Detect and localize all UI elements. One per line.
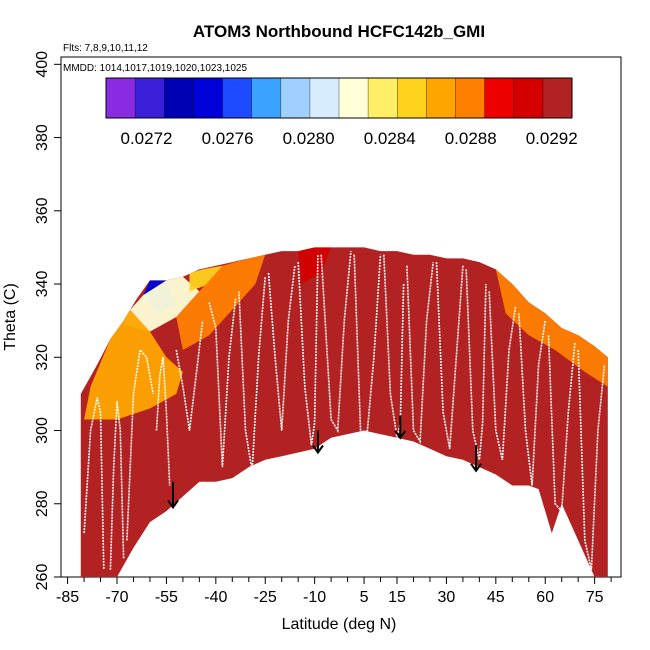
colorbar-swatch: [368, 78, 398, 118]
y-tick-label: 340: [34, 271, 51, 298]
y-tick-label: 260: [34, 564, 51, 591]
flight-track: [465, 269, 487, 460]
colorbar-swatch: [135, 78, 165, 118]
arrow-head: [394, 430, 407, 440]
flight-track: [155, 357, 171, 486]
dates-label: MMDD: 1014,1017,1019,1020,1023,1025: [63, 63, 247, 74]
x-tick-label: 15: [388, 589, 406, 606]
y-tick-label: 280: [34, 490, 51, 517]
colorbar-swatch: [426, 78, 456, 118]
x-tick-label: -40: [204, 589, 227, 606]
y-tick-label: 360: [34, 197, 51, 224]
color-zone: [176, 254, 266, 350]
colorbar-tick-labels: 0.0272 0.0276 0.0280 0.0284 0.0288 0.0292: [121, 129, 578, 148]
colorbar-tick-label: 0.0284: [364, 129, 416, 148]
y-axis-label: Theta (C): [2, 283, 19, 351]
data-curtain: [80, 247, 608, 577]
colorbar-swatch: [455, 78, 485, 118]
colorbar-tick-label: 0.0292: [526, 129, 578, 148]
colorbar-frame: [105, 77, 573, 119]
flight-track: [406, 262, 434, 445]
colorbar-swatch: [280, 78, 311, 118]
x-axis-label: Latitude (deg N): [282, 616, 397, 633]
color-zone: [298, 247, 332, 284]
flight-track: [208, 298, 237, 468]
flight-track: [320, 251, 352, 434]
flight-track: [297, 254, 319, 446]
flight-track: [109, 401, 125, 570]
colorbar-swatch: [106, 78, 136, 118]
colorbar-tick-label: 0.0272: [121, 129, 173, 148]
x-tick-label: 5: [360, 589, 369, 606]
flight-track: [383, 254, 405, 438]
x-tick-label: 60: [536, 589, 554, 606]
colorbar-swatch: [309, 78, 340, 118]
y-tick-label: 300: [34, 417, 51, 444]
colorbar: [105, 77, 573, 119]
colorbar-swatch: [513, 78, 544, 118]
y-tick-label: 380: [34, 124, 51, 151]
chart-title: ATOM3 Northbound HCFC142b_GMI: [193, 22, 485, 41]
flight-track: [353, 254, 382, 440]
colorbar-swatch: [397, 78, 427, 118]
colorbar-tick-label: 0.0288: [445, 129, 497, 148]
flight-track: [435, 262, 464, 449]
colorbar-swatch: [251, 78, 281, 118]
y-tick-label: 320: [34, 344, 51, 371]
flight-track: [126, 348, 154, 541]
flights-label: Flts: 7,8,9,10,11,12: [63, 43, 148, 54]
y-axis: 260 280 300 320 340 360 380 400: [34, 51, 61, 590]
x-tick-label: 30: [438, 589, 456, 606]
x-tick-label: 75: [586, 589, 604, 606]
colorbar-swatch: [542, 78, 573, 118]
x-tick-label: -55: [155, 589, 178, 606]
colorbar-swatch: [193, 78, 223, 118]
x-tick-label: -10: [303, 589, 326, 606]
flight-track: [577, 349, 606, 570]
arrow-head: [167, 499, 179, 510]
colorbar-swatch: [484, 78, 514, 118]
x-tick-label: -25: [254, 589, 277, 606]
x-tick-label: -85: [56, 589, 79, 606]
color-zone: [84, 309, 183, 420]
arrow-head: [312, 444, 324, 455]
plot-area-frame: [60, 56, 622, 578]
x-tick-label: 45: [487, 589, 505, 606]
color-zone: [123, 276, 200, 332]
flight-track: [267, 265, 296, 431]
flight-track: [175, 320, 204, 431]
flight-track: [83, 397, 105, 570]
colorbar-swatch: [164, 78, 194, 118]
colorbar-swatch: [222, 78, 252, 118]
flight-track: [518, 313, 546, 486]
x-axis: -85 -70 -55 -40 -25 -10 5 15 30 45 60 75: [56, 577, 612, 606]
colorbar-tick-label: 0.0280: [283, 129, 335, 148]
y-tick-label: 400: [34, 51, 51, 78]
color-zones: [84, 247, 608, 420]
x-tick-label: -70: [105, 589, 128, 606]
colorbar-swatch: [339, 78, 369, 118]
arrow-markers: [167, 415, 482, 510]
flight-track: [488, 291, 517, 460]
color-zone: [189, 265, 223, 292]
color-zone: [495, 269, 608, 387]
colorbar-tick-label: 0.0276: [202, 129, 254, 148]
arrow-head: [470, 463, 482, 473]
